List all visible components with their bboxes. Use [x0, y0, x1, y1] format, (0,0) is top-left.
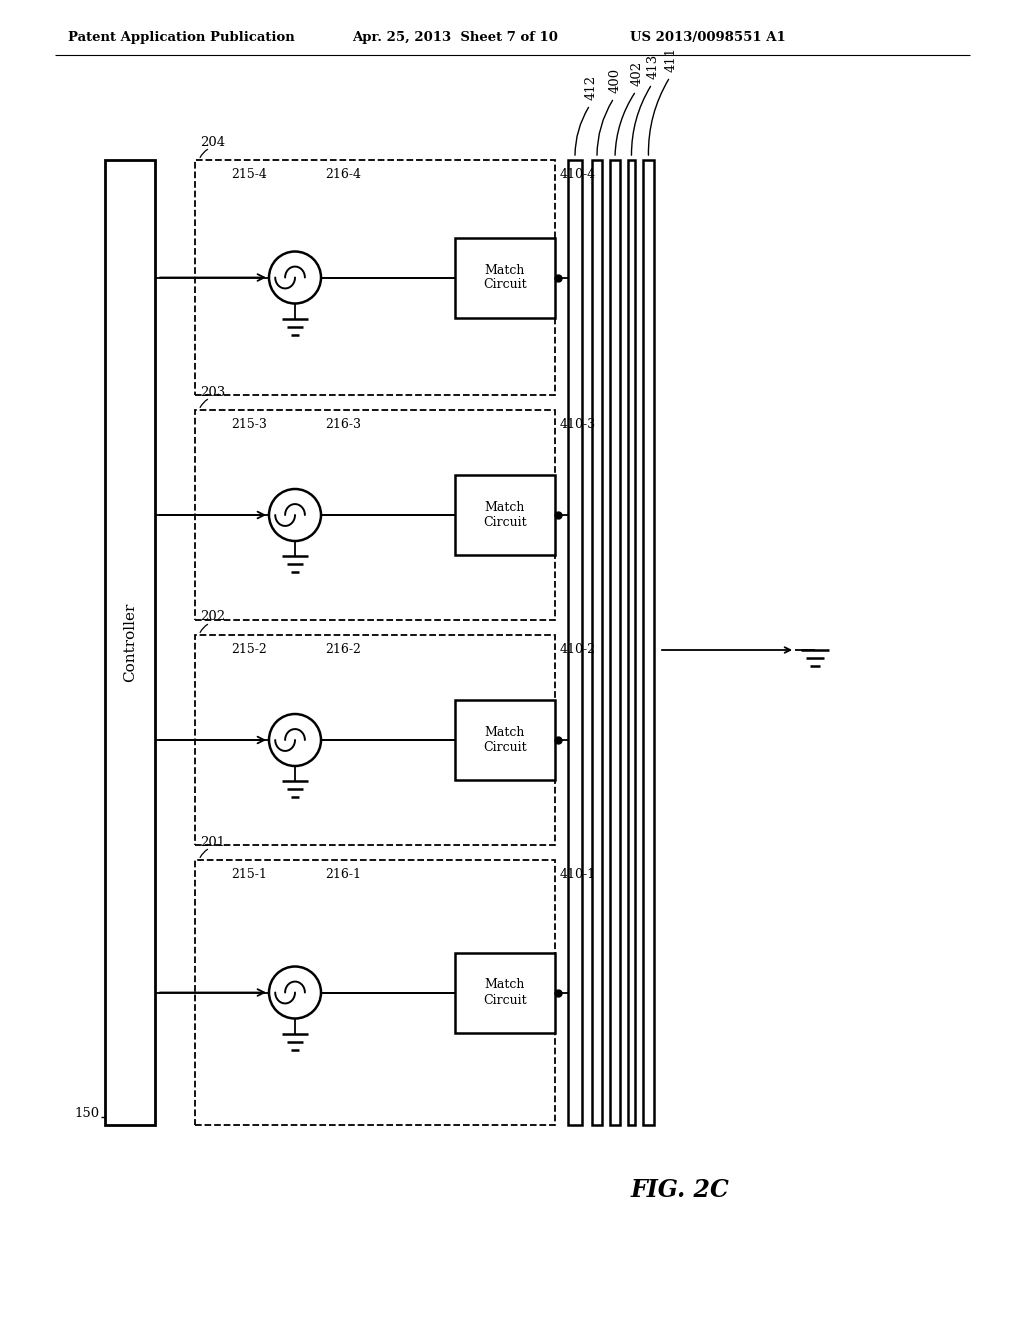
Text: 204: 204 — [200, 136, 225, 149]
Bar — [643, 160, 654, 1125]
Text: 150: 150 — [75, 1107, 100, 1119]
Bar — [455, 953, 555, 1032]
Text: 216-4: 216-4 — [325, 168, 361, 181]
Bar — [195, 861, 555, 1125]
Circle shape — [269, 966, 321, 1019]
Bar — [455, 475, 555, 554]
Bar — [195, 411, 555, 620]
Circle shape — [269, 714, 321, 766]
Text: 410-1: 410-1 — [560, 869, 596, 880]
Text: Controller: Controller — [123, 603, 137, 682]
Bar — [195, 635, 555, 845]
Text: 216-2: 216-2 — [325, 643, 360, 656]
Text: 413: 413 — [646, 54, 659, 79]
Text: 216-1: 216-1 — [325, 869, 361, 880]
Circle shape — [269, 488, 321, 541]
Text: 410-2: 410-2 — [560, 643, 596, 656]
Text: 216-3: 216-3 — [325, 418, 361, 432]
Bar — [195, 160, 555, 395]
Bar — [568, 160, 582, 1125]
Bar — [105, 160, 155, 1125]
Text: 410-4: 410-4 — [560, 168, 596, 181]
Text: 215-4: 215-4 — [231, 168, 267, 181]
Text: 412: 412 — [585, 75, 597, 100]
Text: Match
Circuit: Match Circuit — [483, 502, 526, 529]
Text: 411: 411 — [665, 48, 678, 73]
Text: 215-3: 215-3 — [231, 418, 267, 432]
Text: 215-2: 215-2 — [231, 643, 267, 656]
Text: 202: 202 — [200, 610, 225, 623]
Bar — [592, 160, 602, 1125]
Text: 402: 402 — [631, 61, 643, 86]
Text: Apr. 25, 2013  Sheet 7 of 10: Apr. 25, 2013 Sheet 7 of 10 — [352, 30, 558, 44]
Text: 215-1: 215-1 — [231, 869, 267, 880]
Text: FIG. 2C: FIG. 2C — [631, 1177, 729, 1203]
Bar — [455, 700, 555, 780]
Text: US 2013/0098551 A1: US 2013/0098551 A1 — [630, 30, 785, 44]
Text: Match
Circuit: Match Circuit — [483, 726, 526, 754]
Text: 203: 203 — [200, 385, 225, 399]
Text: 201: 201 — [200, 836, 225, 849]
Text: Match
Circuit: Match Circuit — [483, 978, 526, 1006]
Bar — [610, 160, 620, 1125]
Text: Patent Application Publication: Patent Application Publication — [68, 30, 295, 44]
Text: 410-3: 410-3 — [560, 418, 596, 432]
Bar — [455, 238, 555, 318]
Bar — [628, 160, 635, 1125]
Text: Match
Circuit: Match Circuit — [483, 264, 526, 292]
Text: 400: 400 — [608, 67, 622, 92]
Circle shape — [269, 252, 321, 304]
